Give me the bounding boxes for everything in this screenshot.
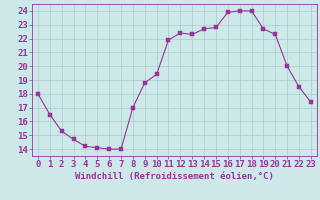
X-axis label: Windchill (Refroidissement éolien,°C): Windchill (Refroidissement éolien,°C) [75, 172, 274, 181]
